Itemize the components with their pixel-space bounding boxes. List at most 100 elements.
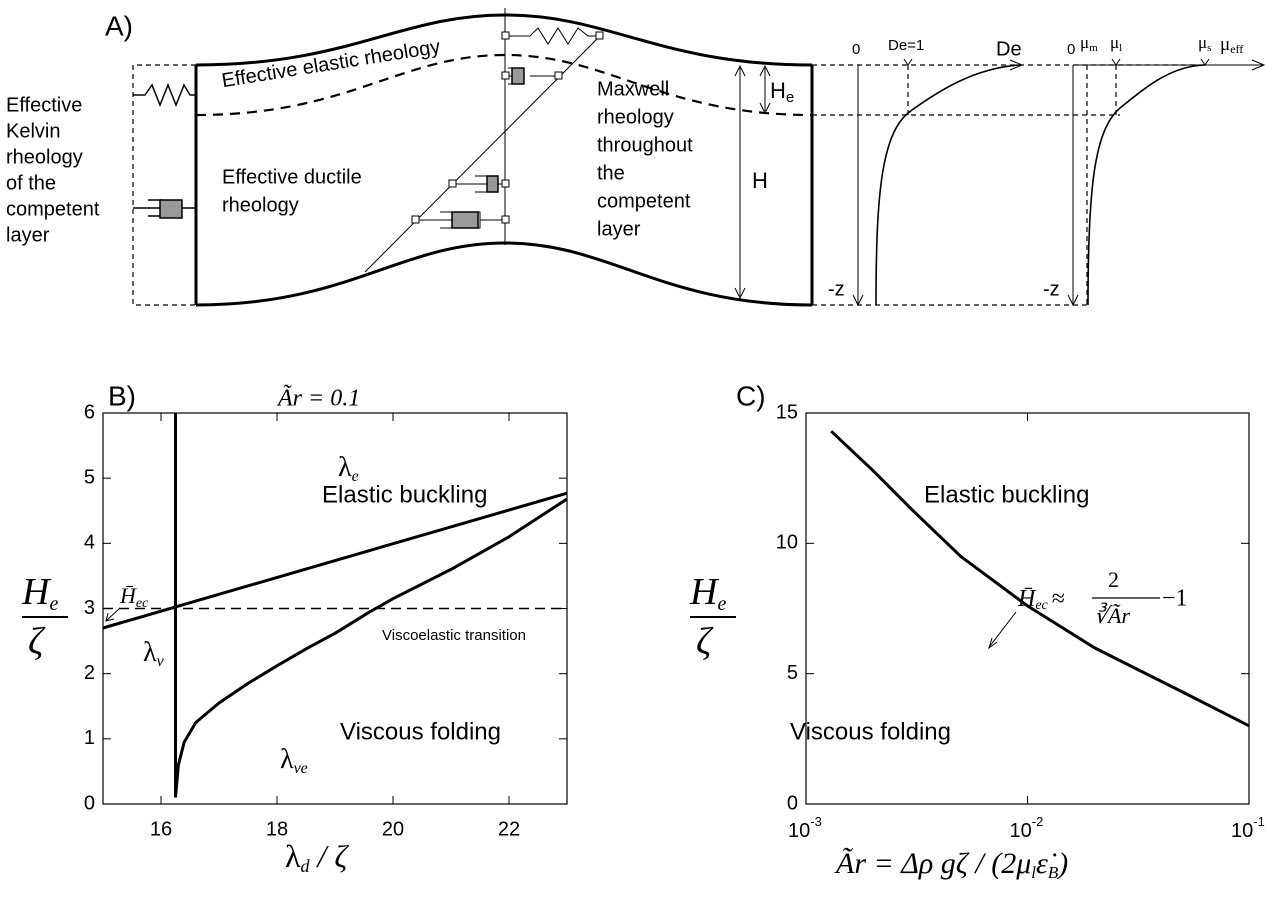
x-tick-label: -1 — [1253, 814, 1265, 829]
node — [411, 215, 420, 224]
label: Maxwell — [597, 78, 669, 100]
label: s — [1207, 42, 1211, 54]
label: throughout — [597, 134, 693, 156]
formula: ∛Ãr — [1094, 602, 1130, 628]
mu-axis — [1067, 65, 1079, 307]
plot: 16 18 20 22 0 1 2 3 4 5 6 — [84, 401, 568, 840]
y-tick-label: 2 — [84, 662, 95, 684]
kelvin-box — [132, 64, 196, 306]
y-tick-label: 5 — [787, 662, 798, 684]
label: λ — [285, 838, 301, 874]
x-tick-label: -2 — [1032, 814, 1044, 829]
label: B — [1048, 863, 1059, 882]
de1-arrow — [903, 58, 913, 66]
label: rheology — [597, 106, 674, 128]
h-arrow — [734, 64, 746, 300]
formula: H̄ec ≈ — [1017, 586, 1065, 614]
label: layer — [6, 224, 50, 246]
y-tick-label: 5 — [84, 466, 95, 488]
x-tick-label: 20 — [382, 818, 404, 840]
node — [501, 71, 510, 80]
x-tick-label: 10-2 — [1010, 814, 1044, 842]
node — [501, 31, 510, 40]
label: H — [770, 78, 786, 103]
label: λ — [280, 744, 294, 775]
x-tick-label: 10 — [788, 820, 810, 842]
node — [501, 179, 510, 188]
label: eff — [1230, 42, 1243, 56]
node — [554, 71, 563, 80]
y-tick-label: 0 — [84, 792, 95, 814]
de-axis — [852, 65, 864, 307]
label: e — [49, 593, 58, 615]
label: Ãr = Δρ gζ / (2μ — [834, 847, 1031, 880]
y-tick-label: 0 — [787, 792, 798, 814]
label: competent — [597, 190, 691, 212]
annotation: Viscous folding — [790, 718, 951, 745]
label: ec — [1035, 598, 1048, 613]
panel-b-text: B) Ãr = 0.1 He ζ λd / ζ Elastic buckling… — [21, 380, 526, 876]
series-label: λv — [143, 637, 165, 669]
x-tick-label: 10-1 — [1231, 814, 1265, 842]
panel-label: A) — [105, 10, 133, 41]
x-tick-label: 10 — [1010, 820, 1032, 842]
chart-title: Ãr = 0.1 — [276, 385, 360, 412]
elastic-boundary — [195, 53, 813, 117]
label: De=1 — [888, 37, 924, 54]
left-text: Effective Kelvin rheology of the compete… — [6, 94, 100, 246]
label: H — [689, 571, 720, 613]
mu-arrows — [1111, 58, 1210, 66]
series-line — [830, 430, 1250, 728]
spring — [133, 82, 196, 108]
layer-top — [195, 13, 813, 67]
y-axis-label: ζ — [28, 621, 46, 663]
he-arrow — [759, 64, 771, 115]
y-axis-label: He — [689, 571, 726, 615]
label: e — [352, 468, 359, 485]
label: l — [1031, 863, 1036, 882]
annotation: Viscous folding — [340, 718, 501, 745]
label: μ — [1220, 34, 1230, 55]
label: μm — [1080, 33, 1098, 54]
label: of the — [6, 172, 56, 194]
y-tick-label: 1 — [84, 727, 95, 749]
mu-x-axis — [1073, 59, 1266, 71]
x-axis-label: λd / ζ — [285, 838, 349, 876]
label: H̄ — [119, 583, 137, 608]
label: λ — [338, 452, 352, 483]
label: -z — [828, 278, 845, 300]
dashpot-piston — [511, 67, 525, 85]
y-tick-label: 15 — [776, 401, 798, 423]
nodes — [411, 31, 604, 224]
formula: −1 — [1162, 586, 1188, 612]
label: De — [996, 38, 1022, 60]
label: H — [21, 571, 52, 613]
x-tick-label: 22 — [498, 818, 520, 840]
y-tick-label: 10 — [776, 532, 798, 554]
label: λ — [143, 637, 157, 668]
label: 0 — [1067, 41, 1075, 58]
arrow — [105, 607, 121, 622]
maxwell-text: Maxwell rheology throughout the competen… — [597, 78, 693, 240]
series-label: λve — [280, 744, 308, 776]
label: ≈ — [1052, 586, 1065, 612]
label: μ — [1110, 33, 1119, 52]
y-tick-label: 4 — [84, 532, 95, 554]
panel-label: C) — [736, 380, 766, 411]
label: H̄ — [1017, 586, 1037, 612]
annotation: Elastic buckling — [924, 481, 1089, 508]
label: e — [717, 593, 726, 615]
label: e — [786, 89, 794, 106]
label: μ — [1198, 33, 1207, 52]
de-arrow — [1009, 59, 1024, 71]
node — [595, 31, 604, 40]
x-axis-label: Ãr = Δρ gζ / (2μlε̇B) — [834, 847, 1068, 882]
label: ec — [136, 596, 149, 611]
layer-sides — [194, 65, 814, 305]
mu-guides — [1086, 65, 1117, 305]
label: / ζ — [310, 838, 350, 874]
label: μ — [1080, 33, 1089, 52]
label: Kelvin — [6, 120, 60, 142]
